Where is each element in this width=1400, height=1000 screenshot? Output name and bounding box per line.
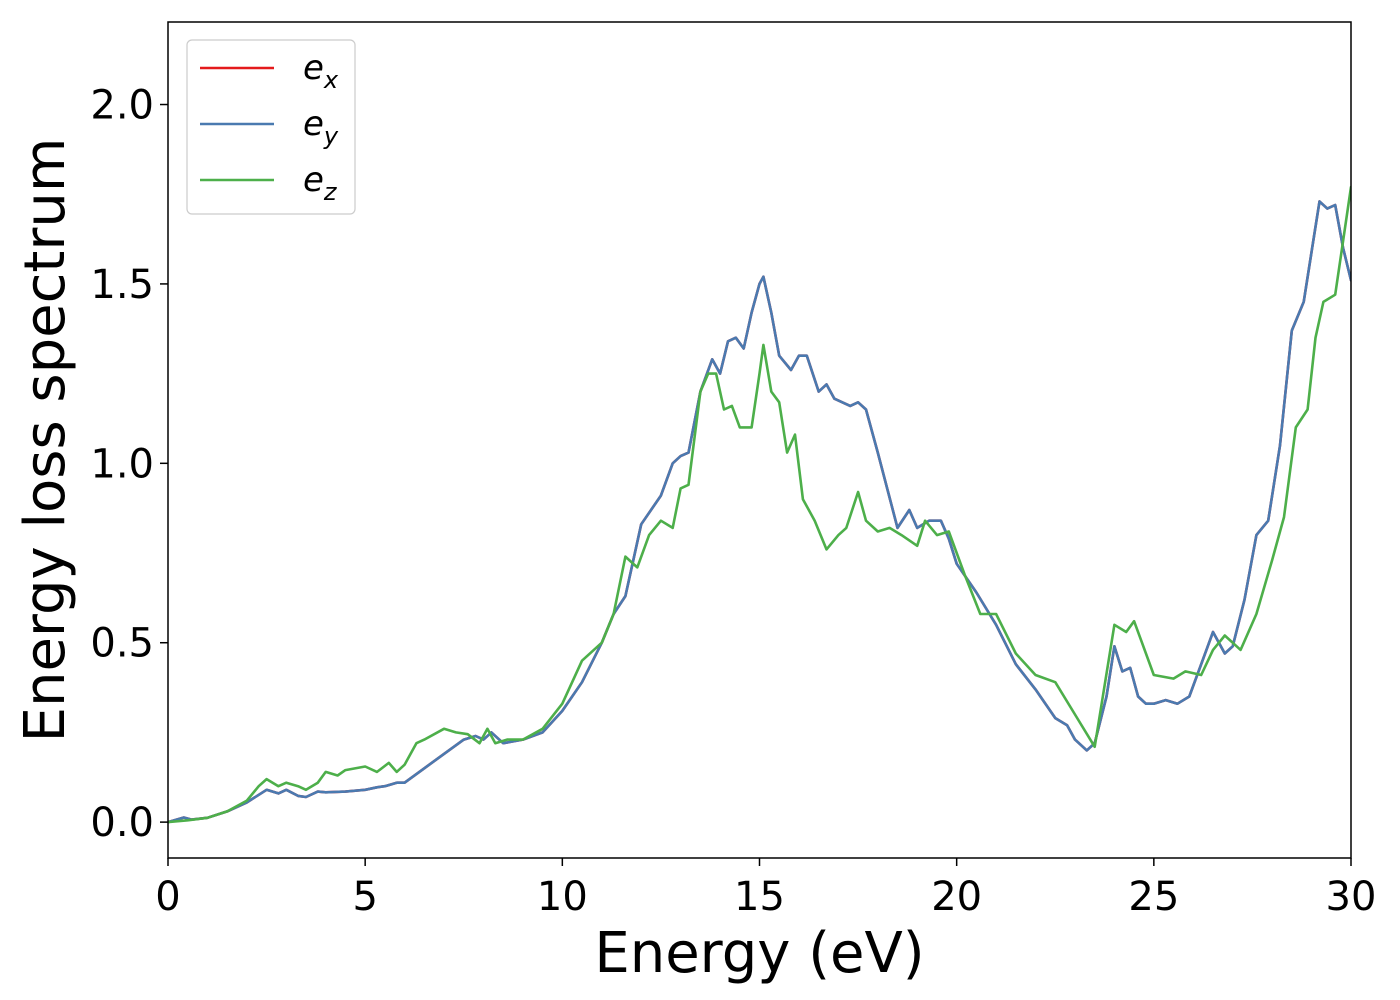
x-axis-title: Energy (eV) bbox=[594, 921, 924, 986]
legend-label-subscript: z bbox=[323, 178, 338, 206]
legend-label-subscript: y bbox=[323, 122, 339, 150]
x-tick-label: 5 bbox=[352, 874, 377, 920]
series-line-z bbox=[168, 185, 1351, 824]
x-tick-label: 10 bbox=[537, 874, 588, 920]
legend-label-z: ez bbox=[303, 160, 338, 206]
legend-label-subscript: x bbox=[323, 66, 339, 94]
y-axis: 0.0 0.5 1.0 1.5 2.0 bbox=[90, 83, 168, 846]
legend-box bbox=[186, 39, 356, 215]
y-tick-label: 0.0 bbox=[90, 800, 154, 846]
legend-label-x: ex bbox=[303, 48, 339, 94]
x-tick-label: 15 bbox=[734, 874, 785, 920]
series-line-y bbox=[168, 200, 1351, 824]
legend-label-main: e bbox=[303, 160, 324, 200]
y-tick-label: 1.0 bbox=[90, 441, 154, 487]
y-tick-label: 2.0 bbox=[90, 83, 154, 129]
legend-label-main: e bbox=[303, 48, 324, 88]
x-tick-label: 0 bbox=[155, 874, 180, 920]
y-tick-label: 1.5 bbox=[90, 262, 154, 308]
x-tick-label: 20 bbox=[931, 874, 982, 920]
legend-label-y: ey bbox=[303, 104, 339, 150]
plot-area bbox=[168, 185, 1351, 824]
x-tick-label: 25 bbox=[1128, 874, 1179, 920]
y-axis-title: Energy loss spectrum bbox=[13, 138, 78, 743]
x-axis: 0 5 10 15 20 25 30 bbox=[155, 858, 1376, 920]
x-tick-label: 30 bbox=[1326, 874, 1377, 920]
series-line-x bbox=[168, 200, 1351, 824]
y-tick-label: 0.5 bbox=[90, 621, 154, 667]
legend-label-main: e bbox=[303, 104, 324, 144]
